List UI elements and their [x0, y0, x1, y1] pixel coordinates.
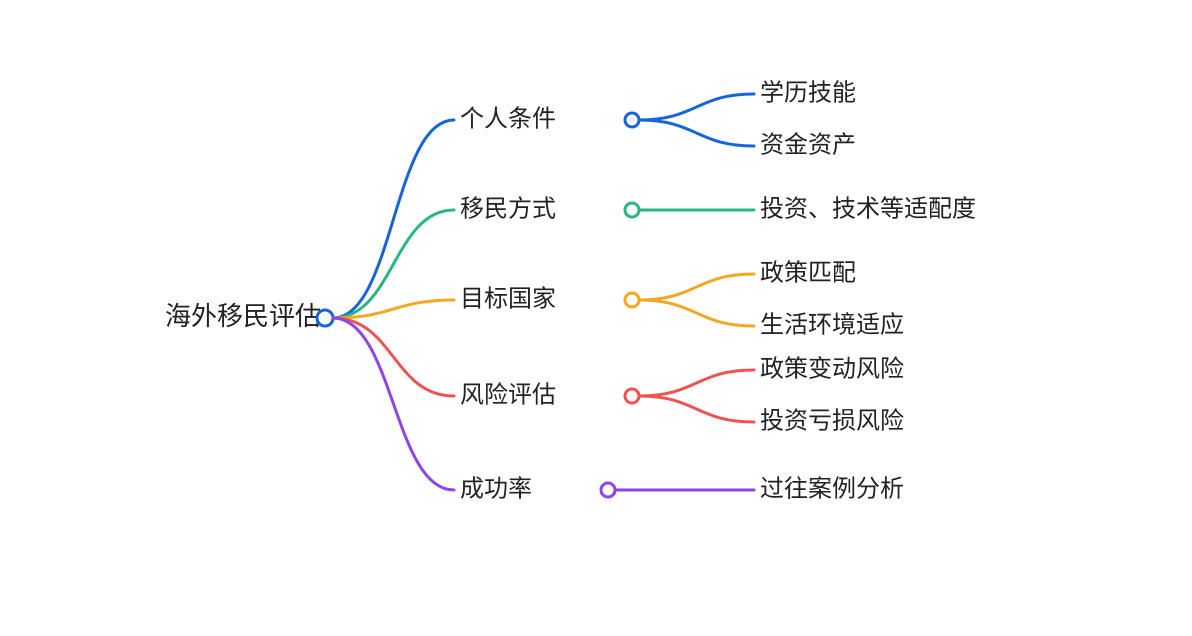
branch-node-circle-country	[625, 293, 639, 307]
branch-node-circle-method	[625, 203, 639, 217]
branch-node-circle-risk	[625, 389, 639, 403]
leaf-connector-country-1	[639, 300, 754, 326]
branch-node-circle-personal	[625, 113, 639, 127]
branch-label-success: 成功率	[460, 475, 532, 502]
leaf-label-risk-1: 投资亏损风险	[760, 407, 904, 434]
leaf-connector-personal-1	[639, 120, 754, 146]
branch-label-risk: 风险评估	[460, 381, 556, 408]
leaf-connector-personal-0	[639, 94, 754, 120]
leaf-connector-risk-1	[639, 396, 754, 422]
leaf-label-country-1: 生活环境适应	[760, 311, 904, 338]
leaf-label-method-0: 投资、技术等适配度	[760, 195, 976, 222]
root-connector-success	[333, 318, 454, 490]
leaf-label-success-0: 过往案例分析	[760, 475, 904, 502]
branch-label-personal: 个人条件	[460, 105, 556, 132]
branch-label-country: 目标国家	[460, 285, 556, 312]
mindmap-canvas: 海外移民评估 个人条件 学历技能资金资产移民方式 投资、技术等适配度目标国家 政策匹配生…	[0, 0, 1192, 636]
root-label: 海外移民评估	[165, 301, 321, 331]
leaf-label-country-0: 政策匹配	[760, 259, 856, 286]
branch-node-circle-success	[601, 483, 615, 497]
root-connector-personal	[333, 120, 454, 318]
leaf-connector-country-0	[639, 274, 754, 300]
leaf-label-risk-0: 政策变动风险	[760, 355, 904, 382]
leaf-connector-risk-0	[639, 370, 754, 396]
leaf-label-personal-1: 资金资产	[760, 131, 856, 158]
root-connector-risk	[333, 318, 454, 396]
leaf-label-personal-0: 学历技能	[760, 79, 856, 106]
root-node-circle	[317, 310, 333, 326]
branch-label-method: 移民方式	[460, 195, 556, 222]
